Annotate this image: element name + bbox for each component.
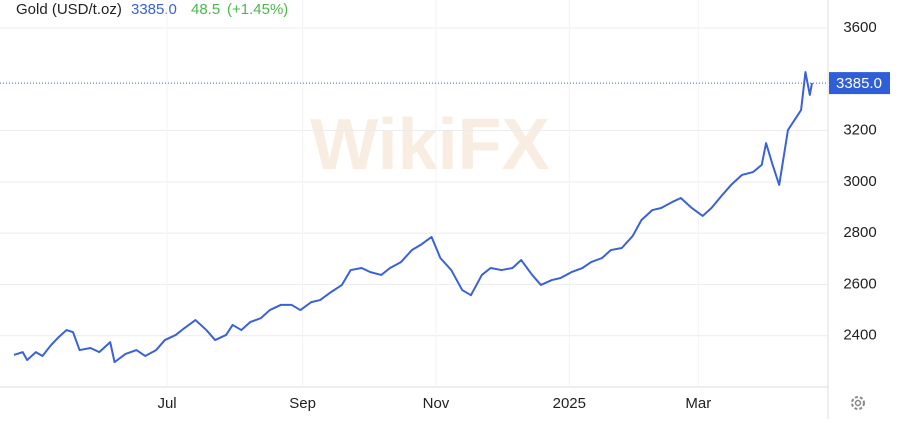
y-tick-label: 3200	[843, 122, 876, 139]
chart-title: Gold (USD/t.oz)	[16, 1, 122, 18]
x-tick-label: Sep	[289, 395, 316, 412]
y-tick-label: 3000	[843, 173, 876, 190]
change: 48.5	[191, 1, 220, 18]
y-tick-label: 2400	[843, 327, 876, 344]
y-tick-label: 3600	[843, 19, 876, 36]
change-pct: (+1.45%)	[227, 1, 288, 18]
y-tick-label: 2800	[843, 224, 876, 241]
watermark: WikiFX	[310, 105, 549, 185]
price-line	[13, 71, 813, 364]
x-tick-label: Nov	[423, 395, 450, 412]
x-tick-label: Mar	[685, 395, 711, 412]
last-price-box	[829, 72, 890, 95]
settings-icon[interactable]	[851, 396, 865, 410]
y-tick-label: 2600	[843, 275, 876, 292]
x-tick-label: 2025	[553, 395, 586, 412]
price: 3385.0	[131, 1, 177, 18]
last-price-label: 3385.0	[836, 75, 882, 92]
x-tick-label: Jul	[157, 395, 176, 412]
